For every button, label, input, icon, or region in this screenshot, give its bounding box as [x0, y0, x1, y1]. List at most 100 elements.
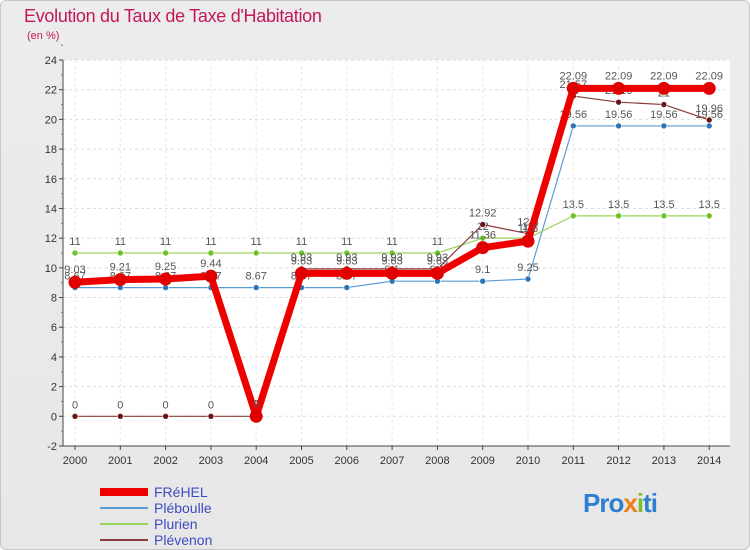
data-label: 9.25 — [155, 261, 176, 273]
data-label: 9.63 — [427, 255, 448, 267]
data-label: 11 — [432, 236, 443, 248]
data-point — [434, 249, 441, 257]
y-tick-label: 16 — [45, 174, 57, 186]
data-point — [569, 122, 577, 130]
data-point — [117, 413, 124, 420]
chart-title: Evolution du Taux de Taxe d'Habitation — [24, 6, 322, 26]
data-point — [660, 212, 668, 220]
data-label: 0 — [117, 399, 123, 411]
data-label: 9.63 — [381, 255, 402, 267]
data-point — [702, 81, 716, 95]
data-point — [615, 212, 622, 220]
data-point — [340, 266, 354, 280]
data-point — [705, 122, 713, 130]
x-tick-label: 2004 — [244, 455, 268, 467]
y-tick-label: 20 — [45, 114, 57, 126]
data-label: 22.09 — [650, 70, 678, 82]
data-label: 0 — [72, 399, 78, 411]
data-point — [113, 273, 127, 287]
data-point — [521, 234, 535, 248]
x-tick-label: 2009 — [470, 455, 494, 467]
data-label: 9.21 — [110, 262, 131, 274]
data-point — [298, 249, 305, 257]
data-label: 19.56 — [650, 109, 678, 121]
data-label: 9.25 — [517, 262, 538, 274]
legend: FRéHEL Pléboulle Plurien Plévenon — [100, 484, 300, 548]
data-label: 9.63 — [291, 255, 312, 267]
data-label: 8.67 — [245, 271, 266, 283]
data-label: 9.93 — [291, 252, 312, 264]
data-point — [71, 249, 79, 257]
data-label: 9.63 — [336, 255, 357, 267]
x-tick-label: 2005 — [289, 455, 313, 467]
legend-item: Pléboulle — [100, 500, 300, 516]
data-point — [705, 212, 713, 220]
y-tick-label: 14 — [45, 203, 57, 215]
data-label: 11 — [115, 236, 126, 248]
data-point — [162, 413, 169, 420]
data-point — [117, 249, 124, 257]
data-point — [249, 409, 263, 423]
data-label: 9.93 — [427, 252, 448, 264]
x-tick-label: 2014 — [697, 455, 721, 467]
y-tick-label: 10 — [45, 263, 57, 275]
legend-swatch — [100, 539, 148, 541]
legend-item: Plévenon — [100, 532, 300, 548]
y-tick-label: 4 — [51, 352, 57, 364]
data-label: 11 — [386, 236, 397, 248]
data-label: 11 — [341, 236, 352, 248]
data-label: 11 — [160, 236, 171, 248]
data-point — [660, 101, 668, 108]
y-tick-label: -2 — [47, 441, 57, 453]
data-point — [343, 284, 351, 291]
data-label: 13.5 — [563, 199, 584, 211]
data-label: 11 — [69, 236, 80, 248]
data-point — [207, 413, 215, 420]
data-point — [705, 116, 713, 124]
data-label: 13.5 — [698, 199, 719, 211]
data-point — [71, 413, 79, 420]
data-point — [207, 249, 215, 257]
data-label: 19.56 — [605, 109, 633, 121]
data-point — [566, 81, 580, 95]
data-label: 22.09 — [560, 70, 588, 82]
data-label: 9.93 — [336, 252, 357, 264]
data-label: 0 — [208, 399, 214, 411]
y-tick-label: 0 — [51, 411, 57, 423]
data-label: 11 — [296, 236, 307, 248]
data-point — [162, 284, 169, 291]
data-label: 0 — [163, 399, 169, 411]
data-label: 9.44 — [200, 258, 221, 270]
x-tick-label: 2011 — [561, 455, 585, 467]
x-tick-label: 2003 — [199, 455, 223, 467]
x-tick-label: 2000 — [63, 455, 87, 467]
data-point — [657, 81, 671, 95]
x-tick-label: 2007 — [380, 455, 404, 467]
x-tick-label: 2010 — [516, 455, 540, 467]
x-tick-label: 2008 — [425, 455, 449, 467]
data-point — [252, 249, 260, 257]
data-point — [479, 221, 487, 228]
data-point — [569, 212, 577, 220]
data-point — [204, 269, 218, 283]
legend-swatch — [100, 488, 148, 496]
legend-item: Plurien — [100, 516, 300, 532]
x-tick-label: 2006 — [335, 455, 359, 467]
legend-swatch — [100, 523, 148, 525]
legend-label: Plurien — [154, 516, 198, 532]
y-tick-label: 8 — [51, 293, 57, 305]
data-label: 13.5 — [653, 199, 674, 211]
data-point — [343, 249, 351, 257]
data-point — [159, 272, 173, 286]
data-point — [660, 122, 668, 130]
legend-item: FRéHEL — [100, 484, 300, 500]
x-tick-label: 2012 — [606, 455, 630, 467]
x-tick-label: 2001 — [108, 455, 132, 467]
legend-label: FRéHEL — [154, 484, 208, 500]
data-point — [388, 249, 396, 257]
y-tick-label: 2 — [51, 382, 57, 394]
chart-unit: (en %) — [27, 30, 60, 42]
data-point — [479, 277, 487, 285]
data-label: 11 — [250, 236, 261, 248]
data-point — [476, 241, 490, 255]
